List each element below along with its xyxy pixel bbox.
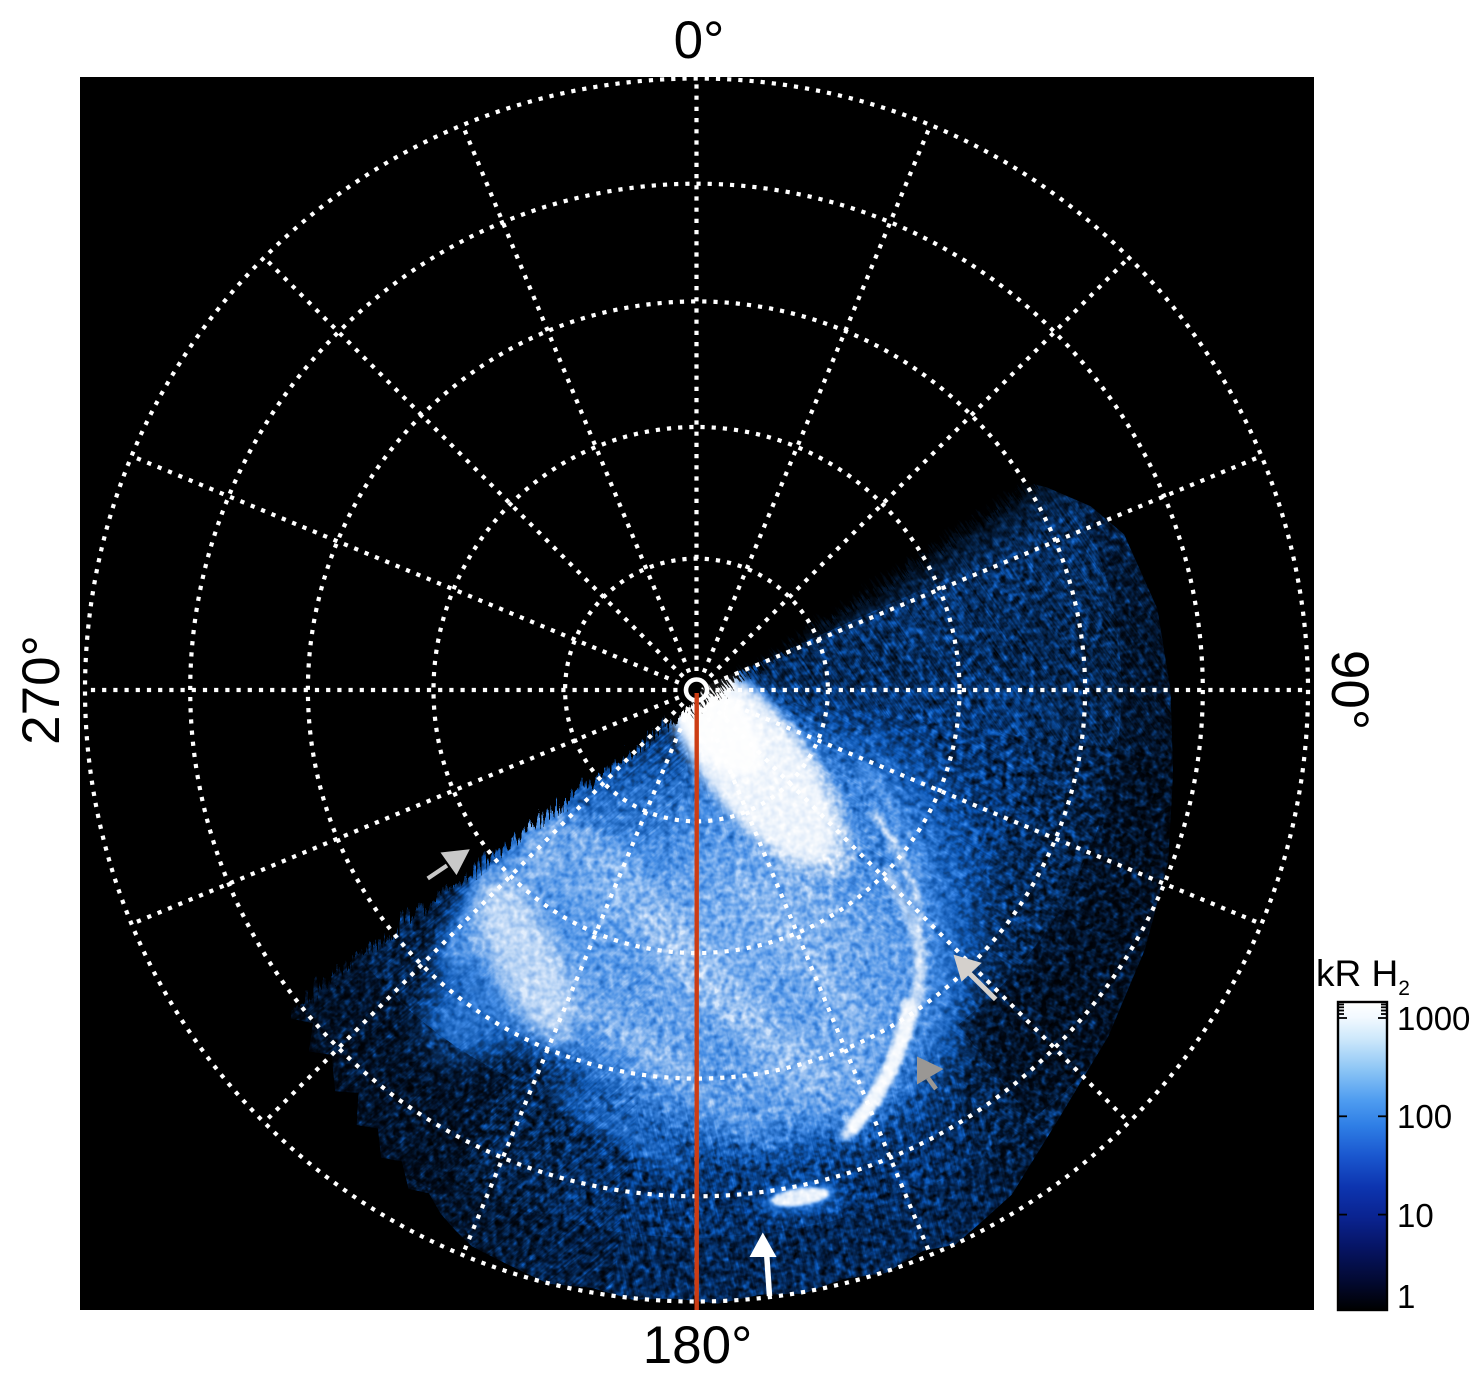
svg-text:180°: 180° — [643, 1316, 753, 1375]
svg-text:10: 10 — [1397, 1197, 1434, 1234]
svg-text:1000: 1000 — [1397, 1000, 1470, 1037]
svg-text:90°: 90° — [1320, 650, 1379, 730]
svg-text:270°: 270° — [12, 635, 71, 745]
svg-text:1: 1 — [1397, 1278, 1415, 1315]
svg-text:100: 100 — [1397, 1098, 1452, 1135]
svg-text:0°: 0° — [674, 11, 725, 70]
svg-text:kR H2: kR H2 — [1316, 953, 1410, 1000]
